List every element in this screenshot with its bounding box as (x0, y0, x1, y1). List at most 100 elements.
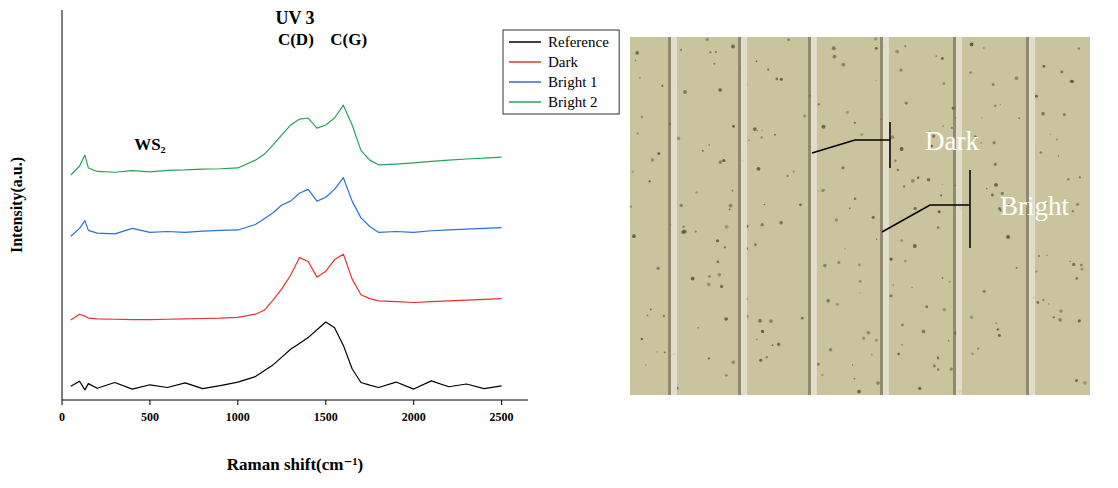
chart-title: UV 3 (275, 8, 314, 28)
speckle (1050, 134, 1051, 135)
speckle (748, 139, 750, 141)
speckle (680, 49, 682, 51)
speckle (657, 267, 660, 270)
speckle (994, 183, 998, 187)
speckle (997, 328, 999, 330)
speckle (942, 277, 944, 279)
speckle (718, 160, 722, 164)
speckle (1067, 178, 1070, 181)
speckle (695, 230, 697, 232)
speckle (724, 246, 726, 248)
speckle (1081, 267, 1084, 270)
speckle (630, 205, 633, 208)
speckle (1060, 71, 1063, 74)
figure: UV 305001000150020002500Raman shift(cm⁻¹… (0, 0, 1118, 488)
speckle (757, 130, 758, 131)
speckle (937, 368, 939, 370)
speckle (937, 358, 939, 360)
speckle (1035, 270, 1037, 272)
speckle (927, 178, 930, 181)
x-tick (501, 400, 502, 405)
speckle (709, 51, 711, 53)
speckle (971, 353, 974, 356)
speckle (832, 46, 836, 50)
speckle (716, 260, 719, 263)
bright-stripe (741, 37, 747, 395)
bright-stripe (883, 37, 889, 395)
speckle (922, 330, 926, 334)
speckle (648, 180, 650, 182)
speckle (718, 273, 722, 277)
speckle (663, 315, 665, 317)
annotation: C(D) (278, 30, 314, 49)
speckle (876, 381, 880, 385)
speckle (718, 88, 721, 91)
dark-stripe (808, 37, 811, 395)
image-label: Bright (1000, 191, 1070, 221)
speckle (1038, 255, 1040, 257)
speckle (940, 194, 942, 196)
speckle (994, 163, 997, 166)
x-tick (413, 400, 414, 405)
speckle (933, 365, 936, 368)
speckle (950, 367, 953, 370)
speckle (826, 299, 830, 303)
speckle (641, 338, 643, 340)
speckle (664, 351, 666, 353)
speckle (1042, 299, 1045, 302)
speckle (695, 191, 698, 194)
legend-label: Bright 2 (548, 94, 598, 110)
speckle (1043, 65, 1046, 68)
speckle (731, 190, 733, 192)
speckle (983, 290, 986, 293)
speckle (772, 344, 774, 346)
speckle (647, 315, 649, 317)
speckle (683, 90, 687, 94)
bright-stripe (956, 37, 962, 395)
speckle (677, 137, 681, 141)
series-group (71, 105, 502, 390)
speckle (841, 63, 845, 67)
speckle (757, 167, 761, 171)
speckle (715, 51, 717, 53)
legend-label: Dark (548, 54, 578, 70)
speckle (657, 152, 660, 155)
micrograph: DarkBright (630, 37, 1090, 395)
speckle (844, 248, 845, 249)
legend-swatch (509, 101, 541, 103)
speckle (1035, 95, 1038, 98)
speckle (1053, 316, 1055, 318)
speckle (969, 71, 972, 74)
speckle (858, 264, 861, 267)
speckle (852, 364, 853, 365)
speckle (724, 317, 728, 321)
legend-box (503, 30, 619, 114)
speckle (720, 285, 723, 288)
speckle (780, 78, 783, 81)
speckle (729, 204, 733, 208)
speckle (970, 43, 974, 47)
dark-stripe (738, 37, 741, 395)
speckle (818, 103, 820, 105)
speckle (941, 57, 944, 60)
legend-label: Reference (548, 34, 609, 50)
speckle (762, 130, 763, 131)
speckle (1078, 47, 1080, 49)
speckle (942, 184, 943, 185)
speckle (821, 125, 825, 129)
speckle (708, 144, 710, 146)
legend: ReferenceDarkBright 1Bright 2 (503, 30, 619, 114)
speckle (914, 207, 917, 210)
speckle (937, 226, 940, 229)
speckle (787, 175, 789, 177)
speckle (1059, 309, 1062, 312)
leader-bracket (889, 122, 891, 168)
speckle (998, 334, 1001, 337)
x-tick-label: 2000 (402, 410, 426, 424)
speckle (637, 132, 639, 134)
speckle (756, 61, 758, 63)
speckle (836, 303, 839, 306)
speckle (900, 147, 904, 151)
x-tick (62, 400, 63, 405)
speckle (871, 354, 873, 356)
